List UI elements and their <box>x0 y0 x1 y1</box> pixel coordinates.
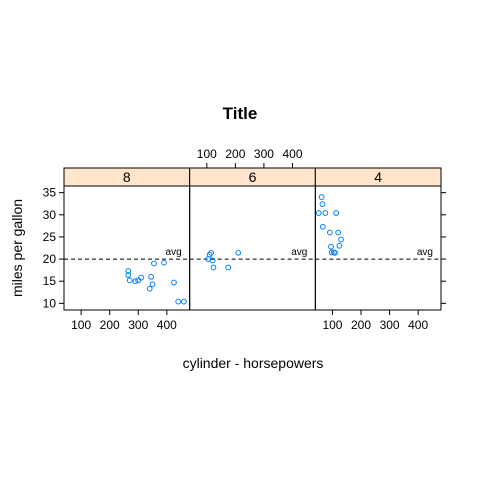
data-point-8-6 <box>146 285 153 292</box>
data-point-6-3 <box>209 257 216 264</box>
data-point-8-2 <box>126 277 133 284</box>
data-point-8-3 <box>132 278 139 285</box>
data-point-4-13 <box>338 236 344 243</box>
data-point-4-7 <box>328 249 335 256</box>
data-point-8-13 <box>181 298 187 305</box>
panel-strip-label-6: 6 <box>249 169 257 185</box>
data-point-4-6 <box>328 243 334 250</box>
x-tick-label-6-300: 300 <box>254 147 274 161</box>
x-tick-label-8-400: 400 <box>157 318 177 332</box>
data-point-8-10 <box>161 259 167 266</box>
reference-label-6: avg <box>291 247 307 258</box>
reference-label-4: avg <box>417 247 433 258</box>
data-point-6-6 <box>235 249 242 256</box>
panel-frame-4 <box>314 185 442 311</box>
data-point-8-9 <box>151 260 157 267</box>
data-point-4-3 <box>319 223 326 230</box>
x-tick-label-4-100: 100 <box>322 318 342 332</box>
x-axis-label: cylinder - horsepowers <box>183 355 324 371</box>
data-point-8-1 <box>125 272 132 278</box>
data-point-4-2 <box>319 201 326 208</box>
panel-strip-label-4: 4 <box>374 169 382 185</box>
x-tick-label-8-300: 300 <box>128 318 148 332</box>
data-point-4-0 <box>315 210 322 216</box>
x-tick-label-6-200: 200 <box>225 147 245 161</box>
y-tick-label-25: 25 <box>43 230 57 244</box>
data-point-8-11 <box>171 279 177 286</box>
reference-label-8: avg <box>166 247 182 258</box>
y-tick-label-10: 10 <box>43 296 57 310</box>
x-tick-label-4-400: 400 <box>408 318 428 332</box>
data-point-4-5 <box>326 229 333 236</box>
chart-title: Title <box>223 104 258 123</box>
data-point-8-8 <box>149 281 156 288</box>
data-point-8-7 <box>148 273 155 280</box>
data-point-4-9 <box>332 249 338 256</box>
x-tick-label-8-200: 200 <box>100 318 120 332</box>
x-tick-label-6-400: 400 <box>282 147 302 161</box>
data-point-4-12 <box>336 242 343 249</box>
data-point-4-4 <box>322 210 329 216</box>
x-tick-label-6-100: 100 <box>197 147 217 161</box>
y-tick-label-20: 20 <box>43 252 57 266</box>
x-tick-label-8-100: 100 <box>71 318 91 332</box>
x-tick-label-4-300: 300 <box>380 318 400 332</box>
data-point-8-5 <box>138 274 145 281</box>
data-point-4-10 <box>333 210 340 216</box>
y-axis-label: miles per gallon <box>9 199 25 297</box>
panel-group: 8 avg 6 avg 4 avg 100 200 300 400 100 200 300 400 100 2… <box>43 147 446 332</box>
y-tick-label-35: 35 <box>43 186 57 200</box>
data-point-8-4 <box>135 277 142 284</box>
data-point-4-1 <box>318 194 325 200</box>
y-tick-label-30: 30 <box>43 208 57 222</box>
panel-strip-label-8: 8 <box>123 169 131 185</box>
data-point-8-12 <box>175 298 182 305</box>
data-point-6-5 <box>225 264 232 271</box>
data-point-8-0 <box>125 268 132 274</box>
data-point-6-4 <box>210 264 217 271</box>
y-tick-label-15: 15 <box>43 274 57 288</box>
data-point-6-2 <box>208 249 214 256</box>
x-tick-label-4-200: 200 <box>351 318 371 332</box>
data-point-4-11 <box>335 229 342 236</box>
